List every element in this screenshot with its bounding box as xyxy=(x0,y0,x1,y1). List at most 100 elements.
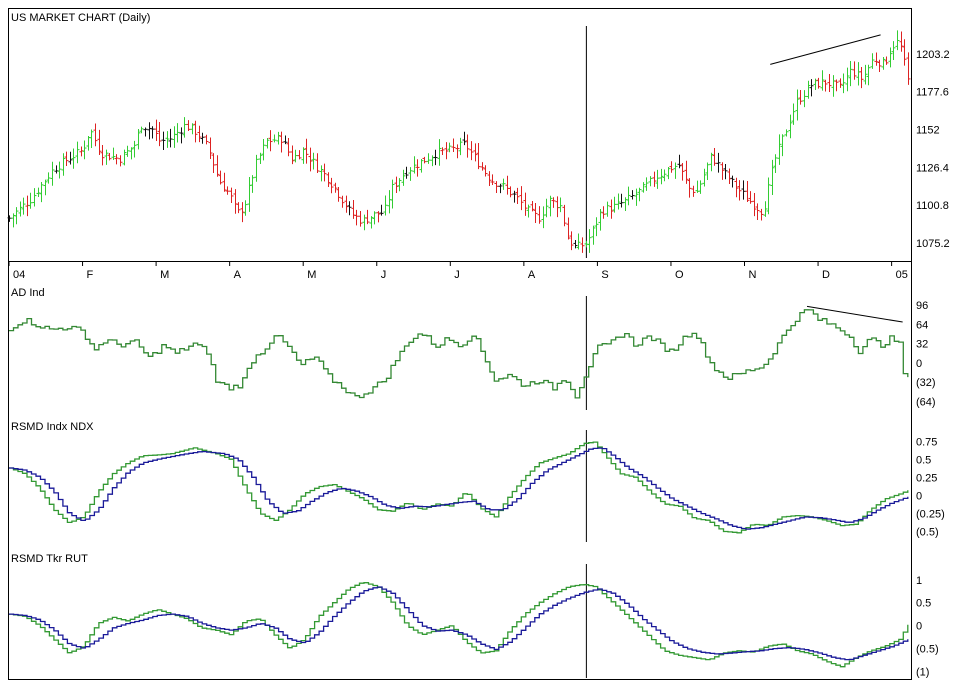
y-tick-label: (1) xyxy=(916,666,929,678)
ohlc-bar xyxy=(734,177,739,198)
ohlc-bar xyxy=(372,211,377,225)
y-tick-label: 64 xyxy=(916,319,928,331)
ohlc-bar xyxy=(168,128,173,148)
ohlc-bar xyxy=(523,192,528,216)
ohlc-bar xyxy=(802,90,807,108)
ohlc-bar xyxy=(193,120,198,143)
ohlc-bar xyxy=(36,187,41,197)
ohlc-bar xyxy=(870,53,875,69)
series-line-primary xyxy=(9,441,909,534)
ohlc-bar xyxy=(118,155,123,167)
ohlc-bar xyxy=(759,208,764,221)
ohlc-bar xyxy=(730,175,735,188)
ohlc-bar xyxy=(827,73,832,93)
panel-title-rsmd-ndx: RSMD Indx NDX xyxy=(11,421,94,433)
ohlc-bar xyxy=(838,78,843,88)
ohlc-bar xyxy=(89,129,94,149)
ohlc-bar xyxy=(673,162,678,179)
ohlc-bar xyxy=(677,154,682,169)
ohlc-bar xyxy=(365,209,370,225)
ohlc-bar xyxy=(605,201,610,217)
ohlc-bar xyxy=(408,167,413,181)
ohlc-bar xyxy=(866,64,871,86)
ohlc-bar xyxy=(687,178,692,198)
ohlc-bar xyxy=(537,206,542,224)
ohlc-bar xyxy=(379,204,384,216)
ohlc-bar xyxy=(397,178,402,192)
ohlc-bar xyxy=(874,52,879,66)
ohlc-bar xyxy=(906,52,911,85)
ohlc-bar xyxy=(279,131,284,153)
y-tick-label: 1100.8 xyxy=(916,200,949,212)
price-panel[interactable]: US MARKET CHART (Daily) 1203.2 1177.6 1152… xyxy=(7,12,950,281)
ohlc-bar xyxy=(591,225,596,245)
ohlc-bar xyxy=(204,134,209,145)
ohlc-bar xyxy=(93,123,98,147)
ohlc-bar xyxy=(469,141,474,161)
panel-title-price: US MARKET CHART (Daily) xyxy=(11,12,150,24)
ohlc-bar xyxy=(426,153,431,164)
x-tick-label: A xyxy=(234,269,242,281)
ohlc-bar xyxy=(401,169,406,186)
ohlc-bar xyxy=(286,138,291,157)
ohlc-bar xyxy=(258,152,263,164)
ohlc-bar xyxy=(748,191,753,204)
x-tick-label: J xyxy=(454,269,460,281)
ohlc-bar xyxy=(179,127,184,144)
ohlc-bar xyxy=(465,134,470,158)
panel-title-rsmd-rut: RSMD Tkr RUT xyxy=(11,553,88,565)
ohlc-bar xyxy=(612,196,617,213)
ohlc-bar xyxy=(881,56,886,70)
ohlc-bar xyxy=(268,130,273,152)
ohlc-bar xyxy=(823,79,828,92)
x-tick-label: S xyxy=(601,269,608,281)
ohlc-bar xyxy=(283,135,288,145)
ohlc-bar xyxy=(562,204,567,227)
rsmd-rut-panel[interactable]: RSMD Tkr RUT 1 0.5 0 (0.5) (1) xyxy=(9,552,939,678)
ohlc-bar xyxy=(487,171,492,187)
ohlc-bar xyxy=(587,229,592,253)
ohlc-bar xyxy=(720,162,725,180)
rsmd-ndx-panel[interactable]: RSMD Indx NDX 0.75 0.5 0.25 0 (0.25) (0.5) xyxy=(9,418,945,542)
ohlc-bar xyxy=(447,142,452,153)
y-tick-label: 0 xyxy=(916,490,922,502)
ohlc-bar xyxy=(157,122,162,147)
x-tick-label: J xyxy=(381,269,387,281)
ohlc-bar xyxy=(415,159,420,177)
ohlc-bar xyxy=(311,152,316,170)
ohlc-bar xyxy=(809,79,814,97)
ohlc-bar xyxy=(100,145,105,166)
ohlc-bar xyxy=(902,39,907,66)
ohlc-bar xyxy=(322,163,327,182)
ohlc-bar xyxy=(888,47,893,68)
y-tick-label: (0.5) xyxy=(916,644,939,656)
ohlc-bar xyxy=(515,187,520,205)
y-tick-label: (64) xyxy=(916,396,936,408)
x-tick-label: F xyxy=(87,269,94,281)
ohlc-bar xyxy=(745,181,750,202)
series-line-signal xyxy=(9,447,909,530)
ohlc-bar xyxy=(28,192,33,209)
ohlc-bar xyxy=(200,132,205,144)
ohlc-bar xyxy=(644,177,649,191)
ohlc-bar xyxy=(841,73,846,94)
ohlc-bar xyxy=(222,172,227,192)
ad-indicator-panel[interactable]: AD Ind 96 64 32 0 (32) (64) xyxy=(9,284,936,410)
ohlc-bar xyxy=(490,174,495,186)
y-tick-label: 1177.6 xyxy=(916,87,949,99)
ohlc-bar xyxy=(444,142,449,160)
ohlc-bar xyxy=(630,190,635,200)
ohlc-bar xyxy=(422,156,427,164)
series-line-signal xyxy=(9,586,909,661)
ohlc-bar xyxy=(512,190,517,203)
x-tick-label: 04 xyxy=(13,269,25,281)
ohlc-bar xyxy=(358,211,363,227)
ohlc-bar xyxy=(480,162,485,171)
ohlc-bar xyxy=(419,158,424,173)
ohlc-bar xyxy=(104,149,109,165)
ohlc-bar xyxy=(641,182,646,193)
ohlc-bar xyxy=(616,193,621,210)
ohlc-bar xyxy=(129,147,134,160)
